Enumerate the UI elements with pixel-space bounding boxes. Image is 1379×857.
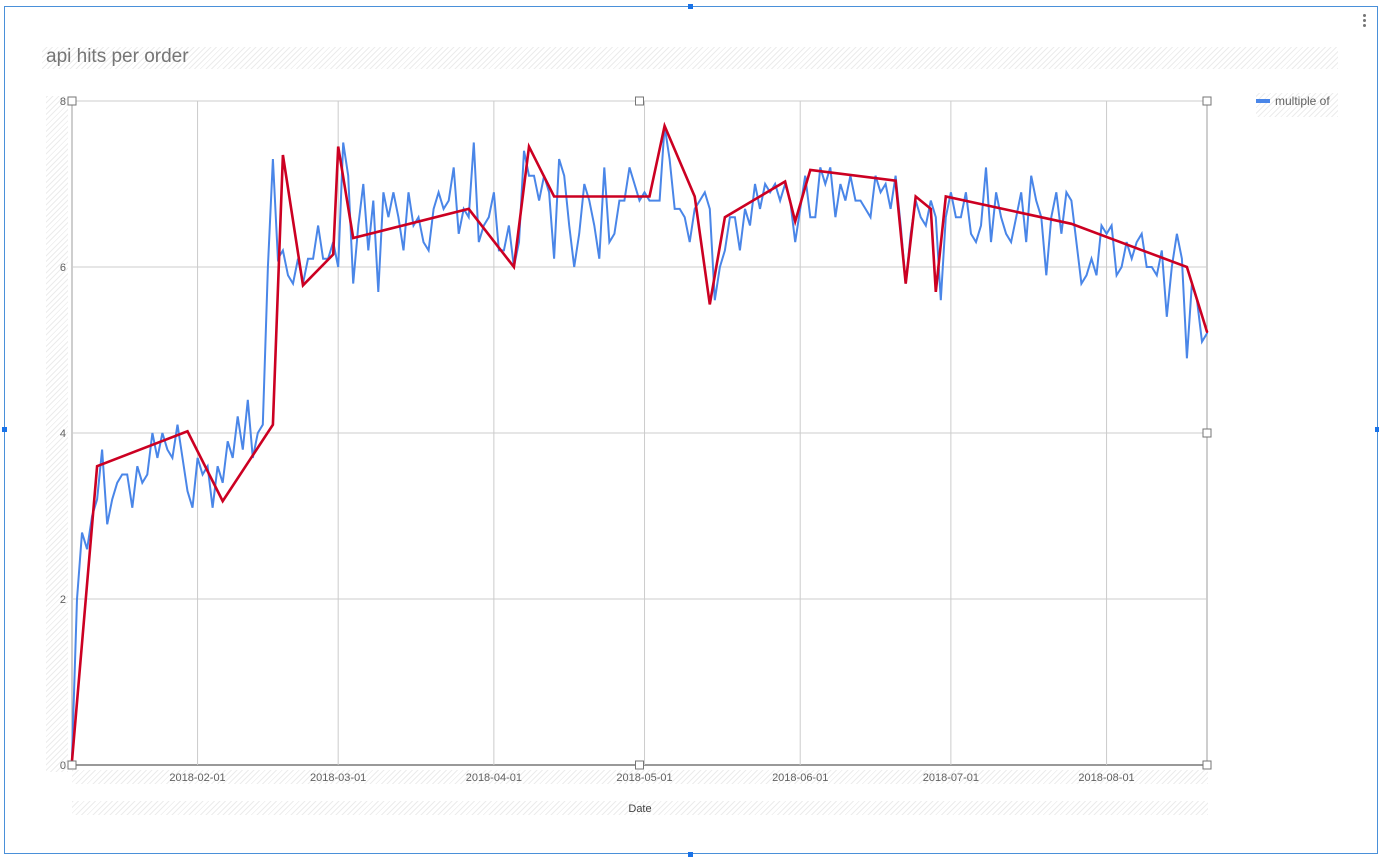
resize-handle-left[interactable]	[2, 427, 7, 432]
overlay-line	[70, 121, 1209, 763]
x-tick-label: 2018-07-01	[923, 772, 979, 784]
chart-menu-icon[interactable]	[1357, 12, 1371, 32]
series-lines	[70, 121, 1209, 763]
y-tick-label: 8	[60, 96, 66, 108]
series-line-multiple-of	[71, 125, 1208, 758]
y-tick-label: 2	[60, 594, 66, 606]
plot-resize-handle	[1202, 428, 1212, 438]
y-tick-label: 0	[60, 760, 66, 772]
resize-handle-bottom[interactable]	[688, 852, 693, 857]
resize-handle-right[interactable]	[1375, 427, 1379, 432]
plot-resize-handle	[67, 760, 77, 770]
axis-ticks: 0 2 4 6 8 2018-02-01 2018-03-01 2018-04-01 2018-…	[60, 96, 1135, 784]
plot-resize-handle	[1202, 96, 1212, 106]
x-tick-label: 2018-06-01	[772, 772, 828, 784]
chart-title: api hits per order	[46, 46, 189, 67]
resize-handle-top[interactable]	[688, 4, 693, 9]
y-axis-label-area[interactable]	[46, 96, 68, 772]
x-tick-label: 2018-04-01	[466, 772, 522, 784]
plot-resize-handle	[635, 96, 644, 106]
legend-label: multiple of	[1275, 94, 1330, 108]
x-tick-label: 2018-02-01	[169, 772, 225, 784]
plot-resize-handle	[635, 760, 644, 770]
x-axis-title-area[interactable]	[72, 801, 1208, 815]
y-tick-label: 4	[60, 428, 66, 440]
x-tick-label: 2018-05-01	[616, 772, 672, 784]
plot-resize-handle	[67, 96, 77, 106]
title-edit-area[interactable]	[42, 47, 1338, 69]
legend-area[interactable]	[1256, 93, 1338, 117]
x-axis-title: Date	[628, 803, 651, 815]
legend-swatch	[1256, 99, 1270, 103]
x-tick-label: 2018-08-01	[1078, 772, 1134, 784]
x-tick-label: 2018-03-01	[310, 772, 366, 784]
plot-resize-handle	[1202, 760, 1212, 770]
x-axis-label-area[interactable]	[72, 770, 1208, 784]
y-tick-label: 6	[60, 262, 66, 274]
plot-area-handles	[67, 96, 1212, 770]
